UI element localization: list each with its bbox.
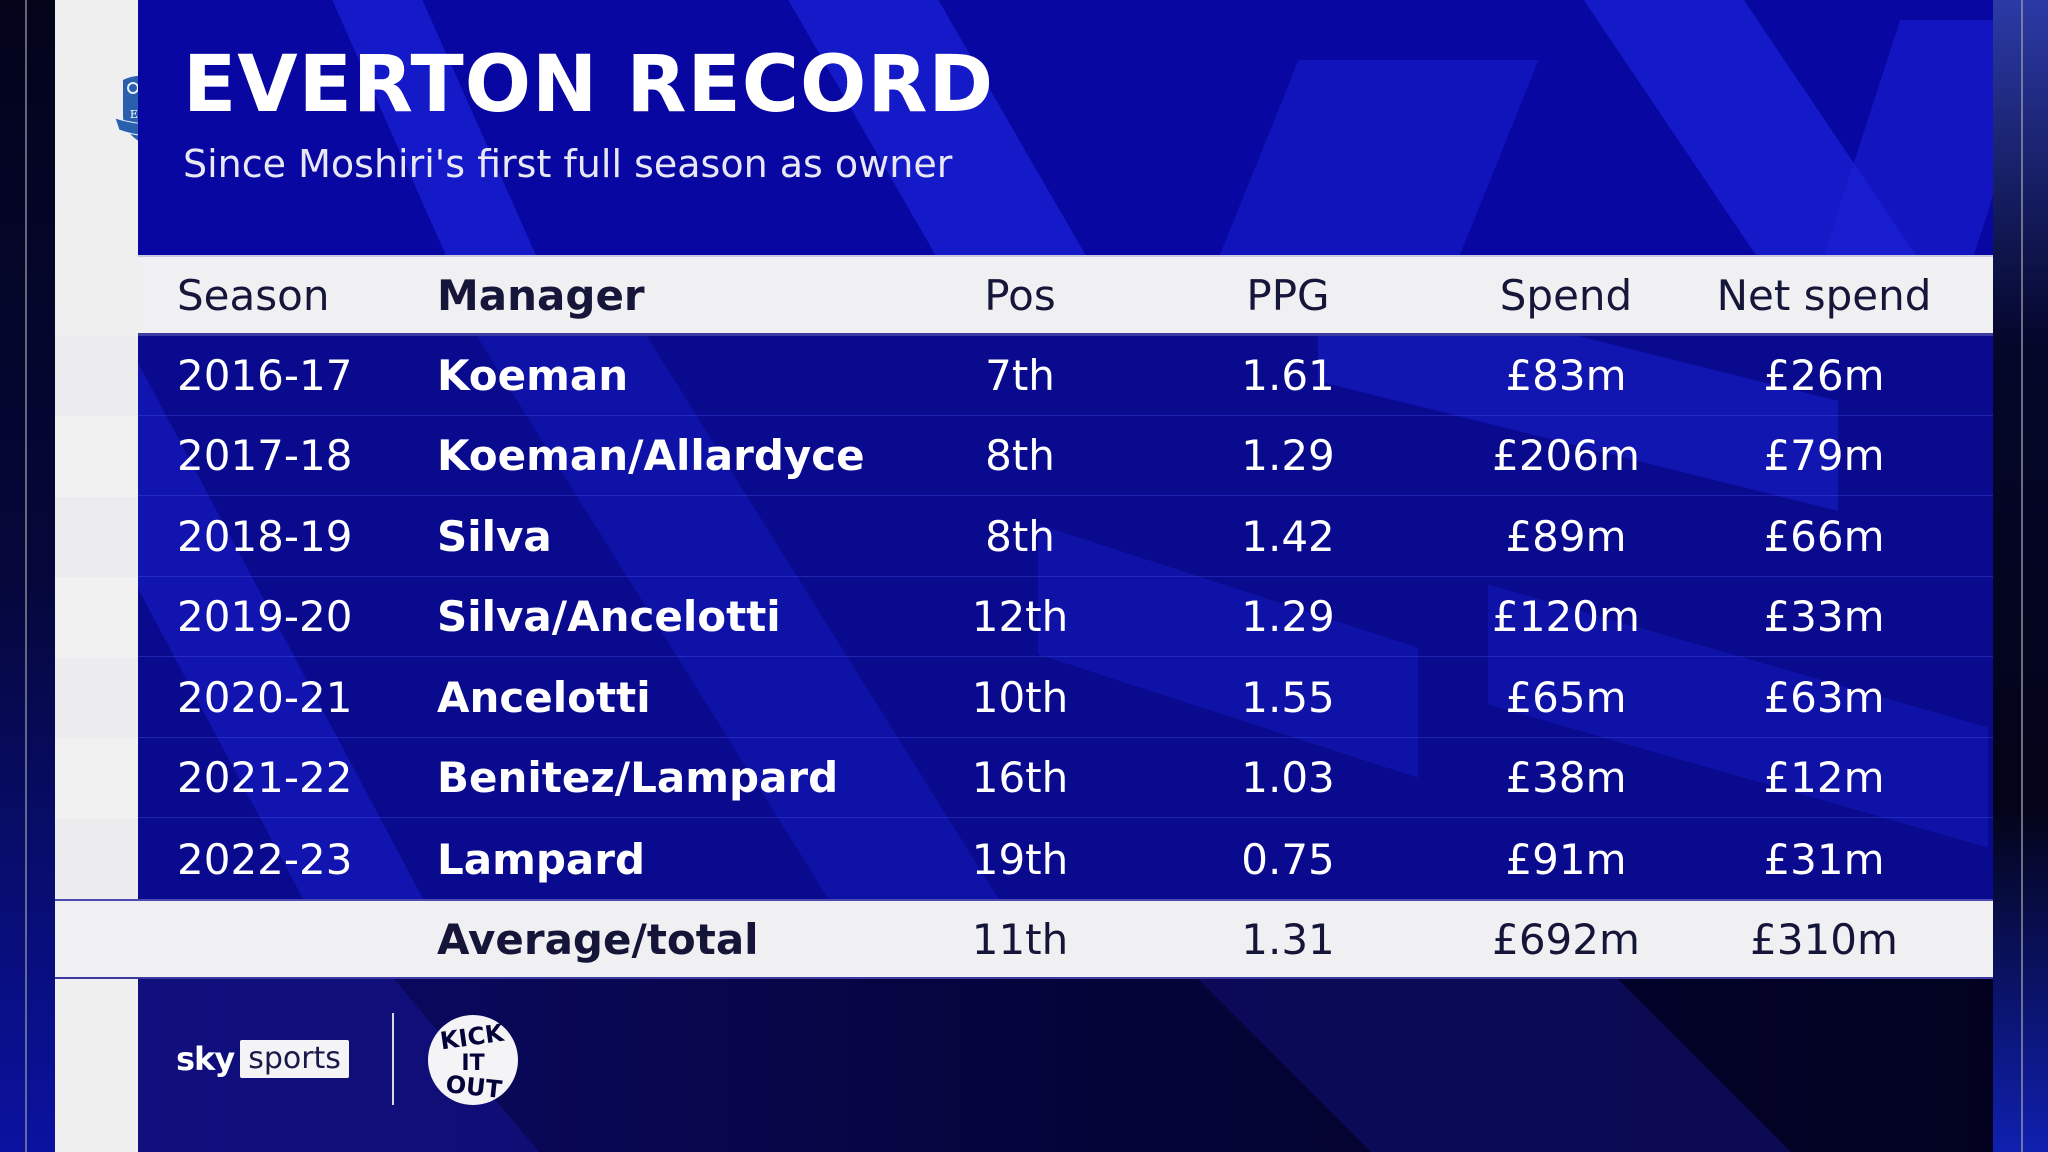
sports-wordmark: sports bbox=[240, 1040, 349, 1078]
net-spend-cell: £26m bbox=[1763, 351, 1885, 400]
table-row: 2022-23 Lampard 19th 0.75 £91m £31m bbox=[138, 819, 1993, 899]
sky-wordmark: sky bbox=[176, 1040, 235, 1078]
column-header-season: Season bbox=[177, 270, 330, 320]
left-edge-frame bbox=[0, 0, 55, 1152]
kick-it-out-logo-icon: KICK IT OUT bbox=[428, 1015, 518, 1105]
column-header-net-spend: Net spend bbox=[1716, 270, 1932, 320]
manager-cell: Benitez/Lampard bbox=[437, 753, 839, 802]
manager-cell: Ancelotti bbox=[437, 673, 651, 722]
table-row: 2020-21 Ancelotti 10th 1.55 £65m £63m bbox=[138, 658, 1993, 738]
column-header-manager: Manager bbox=[437, 270, 645, 320]
total-ppg: 1.31 bbox=[1241, 914, 1335, 964]
pos-cell: 7th bbox=[985, 351, 1055, 400]
table-body: 2016-17 Koeman 7th 1.61 £83m £26m 2017-1… bbox=[138, 336, 1993, 899]
season-cell: 2017-18 bbox=[177, 431, 353, 480]
column-header-spend: Spend bbox=[1499, 270, 1633, 320]
ppg-cell: 1.42 bbox=[1241, 512, 1335, 561]
net-spend-cell: £31m bbox=[1763, 834, 1885, 884]
pos-cell: 10th bbox=[971, 673, 1069, 722]
column-header-ppg: PPG bbox=[1246, 270, 1330, 320]
right-edge-frame bbox=[1993, 0, 2048, 1152]
net-spend-cell: £79m bbox=[1763, 431, 1885, 480]
manager-cell: Lampard bbox=[437, 834, 646, 884]
total-net-spend: £310m bbox=[1750, 914, 1898, 964]
footer-branding: sky sports KICK IT OUT bbox=[138, 979, 1993, 1152]
spend-cell: £65m bbox=[1505, 673, 1627, 722]
total-spend: £692m bbox=[1492, 914, 1640, 964]
svg-text:OUT: OUT bbox=[444, 1070, 504, 1104]
ppg-cell: 1.29 bbox=[1241, 592, 1335, 641]
total-pos: 11th bbox=[971, 914, 1069, 964]
manager-cell: Silva/Ancelotti bbox=[437, 592, 781, 641]
spend-cell: £38m bbox=[1505, 753, 1627, 802]
season-cell: 2016-17 bbox=[177, 351, 353, 400]
left-light-strip: Everton bbox=[55, 0, 189, 1152]
sky-sports-logo: sky sports bbox=[176, 1039, 349, 1079]
net-spend-cell: £63m bbox=[1763, 673, 1885, 722]
ppg-cell: 1.61 bbox=[1241, 351, 1335, 400]
pos-cell: 16th bbox=[971, 753, 1069, 802]
table-row: 2016-17 Koeman 7th 1.61 £83m £26m bbox=[138, 336, 1993, 416]
season-cell: 2022-23 bbox=[177, 834, 353, 884]
net-spend-cell: £12m bbox=[1763, 753, 1885, 802]
spend-cell: £120m bbox=[1492, 592, 1640, 641]
spend-cell: £91m bbox=[1505, 834, 1627, 884]
spend-cell: £83m bbox=[1505, 351, 1627, 400]
table-row: 2018-19 Silva 8th 1.42 £89m £66m bbox=[138, 497, 1993, 577]
manager-cell: Koeman/Allardyce bbox=[437, 431, 865, 480]
pos-cell: 12th bbox=[971, 592, 1069, 641]
logo-divider bbox=[392, 1013, 394, 1105]
pos-cell: 8th bbox=[985, 431, 1055, 480]
ppg-cell: 1.29 bbox=[1241, 431, 1335, 480]
manager-cell: Koeman bbox=[437, 351, 629, 400]
table-row: 2019-20 Silva/Ancelotti 12th 1.29 £120m … bbox=[138, 577, 1993, 657]
pos-cell: 19th bbox=[971, 834, 1069, 884]
pos-cell: 8th bbox=[985, 512, 1055, 561]
ppg-cell: 1.03 bbox=[1241, 753, 1335, 802]
table-header-row: Season Manager Pos PPG Spend Net spend bbox=[138, 255, 1993, 336]
table-row: 2021-22 Benitez/Lampard 16th 1.03 £38m £… bbox=[138, 738, 1993, 818]
manager-cell: Silva bbox=[437, 512, 552, 561]
page-title: EVERTON RECORD bbox=[183, 40, 995, 130]
season-cell: 2020-21 bbox=[177, 673, 353, 722]
svg-text:IT: IT bbox=[461, 1051, 484, 1076]
ppg-cell: 0.75 bbox=[1241, 834, 1335, 884]
net-spend-cell: £33m bbox=[1763, 592, 1885, 641]
title-header: EVERTON RECORD Since Moshiri's first ful… bbox=[138, 0, 1993, 255]
season-cell: 2021-22 bbox=[177, 753, 353, 802]
total-label: Average/total bbox=[437, 914, 759, 964]
total-row: Average/total 11th 1.31 £692m £310m bbox=[55, 899, 1993, 979]
season-cell: 2018-19 bbox=[177, 512, 353, 561]
ppg-cell: 1.55 bbox=[1241, 673, 1335, 722]
page-subtitle: Since Moshiri's first full season as own… bbox=[183, 142, 953, 186]
spend-cell: £206m bbox=[1492, 431, 1640, 480]
season-cell: 2019-20 bbox=[177, 592, 353, 641]
column-header-pos: Pos bbox=[984, 270, 1056, 320]
table-row: 2017-18 Koeman/Allardyce 8th 1.29 £206m … bbox=[138, 416, 1993, 496]
net-spend-cell: £66m bbox=[1763, 512, 1885, 561]
spend-cell: £89m bbox=[1505, 512, 1627, 561]
